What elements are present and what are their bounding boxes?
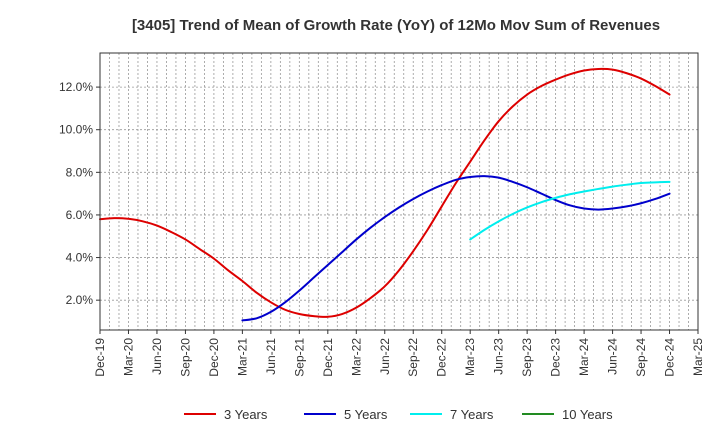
x-tick-label: Mar-24 <box>577 338 591 376</box>
x-tick-label: Dec-22 <box>435 338 449 377</box>
x-tick-label: Sep-24 <box>634 338 648 377</box>
x-tick-label: Mar-25 <box>691 338 705 376</box>
x-tick-label: Sep-20 <box>178 338 192 377</box>
x-tick-label: Mar-23 <box>463 338 477 376</box>
plot-border <box>99 52 699 331</box>
series-lines <box>99 67 671 322</box>
x-tick-label: Dec-21 <box>321 338 335 377</box>
y-axis-ticks: 2.0% 4.0% 6.0% 8.0% 10.0% 12.0% <box>59 80 100 307</box>
chart-title: [3405] Trend of Mean of Growth Rate (YoY… <box>132 17 660 34</box>
x-tick-label: Sep-22 <box>406 338 420 377</box>
legend-label-10-years: 10 Years <box>562 407 613 422</box>
x-axis-ticks: Dec-19 Mar-20 Jun-20 Sep-20 Dec-20 Mar-21 Jun-… <box>93 330 705 377</box>
x-tick-label: Dec-24 <box>663 338 677 377</box>
x-tick-label: Dec-19 <box>93 338 107 377</box>
legend-label-5-years: 5 Years <box>344 407 388 422</box>
legend-label-3-years: 3 Years <box>224 407 268 422</box>
x-tick-label: Jun-22 <box>378 338 392 375</box>
x-tick-label: Sep-21 <box>292 338 306 377</box>
series-line-5-years <box>241 175 671 322</box>
x-tick-label: Jun-23 <box>492 338 506 375</box>
x-tick-label: Mar-22 <box>349 338 363 376</box>
legend-label-7-years: 7 Years <box>450 407 494 422</box>
x-tick-label: Dec-20 <box>207 338 221 377</box>
series-line-3-years <box>99 67 671 318</box>
y-tick-label: 12.0% <box>59 80 93 94</box>
series-line-7-years <box>469 180 671 241</box>
x-tick-label: Dec-23 <box>549 338 563 377</box>
x-tick-label: Sep-23 <box>520 338 534 377</box>
y-tick-label: 8.0% <box>66 165 94 179</box>
y-tick-label: 4.0% <box>66 251 94 265</box>
x-tick-label: Jun-24 <box>606 338 620 375</box>
legend: 3 Years 5 Years 7 Years 10 Years <box>184 407 613 422</box>
y-tick-label: 2.0% <box>66 293 94 307</box>
plot-area <box>99 52 699 331</box>
x-tick-label: Mar-21 <box>235 338 249 376</box>
x-tick-label: Jun-21 <box>264 338 278 375</box>
plot-frame <box>100 53 698 330</box>
y-tick-label: 10.0% <box>59 123 93 137</box>
y-tick-label: 6.0% <box>66 208 94 222</box>
x-tick-label: Jun-20 <box>150 338 164 375</box>
x-tick-label: Mar-20 <box>121 338 135 376</box>
